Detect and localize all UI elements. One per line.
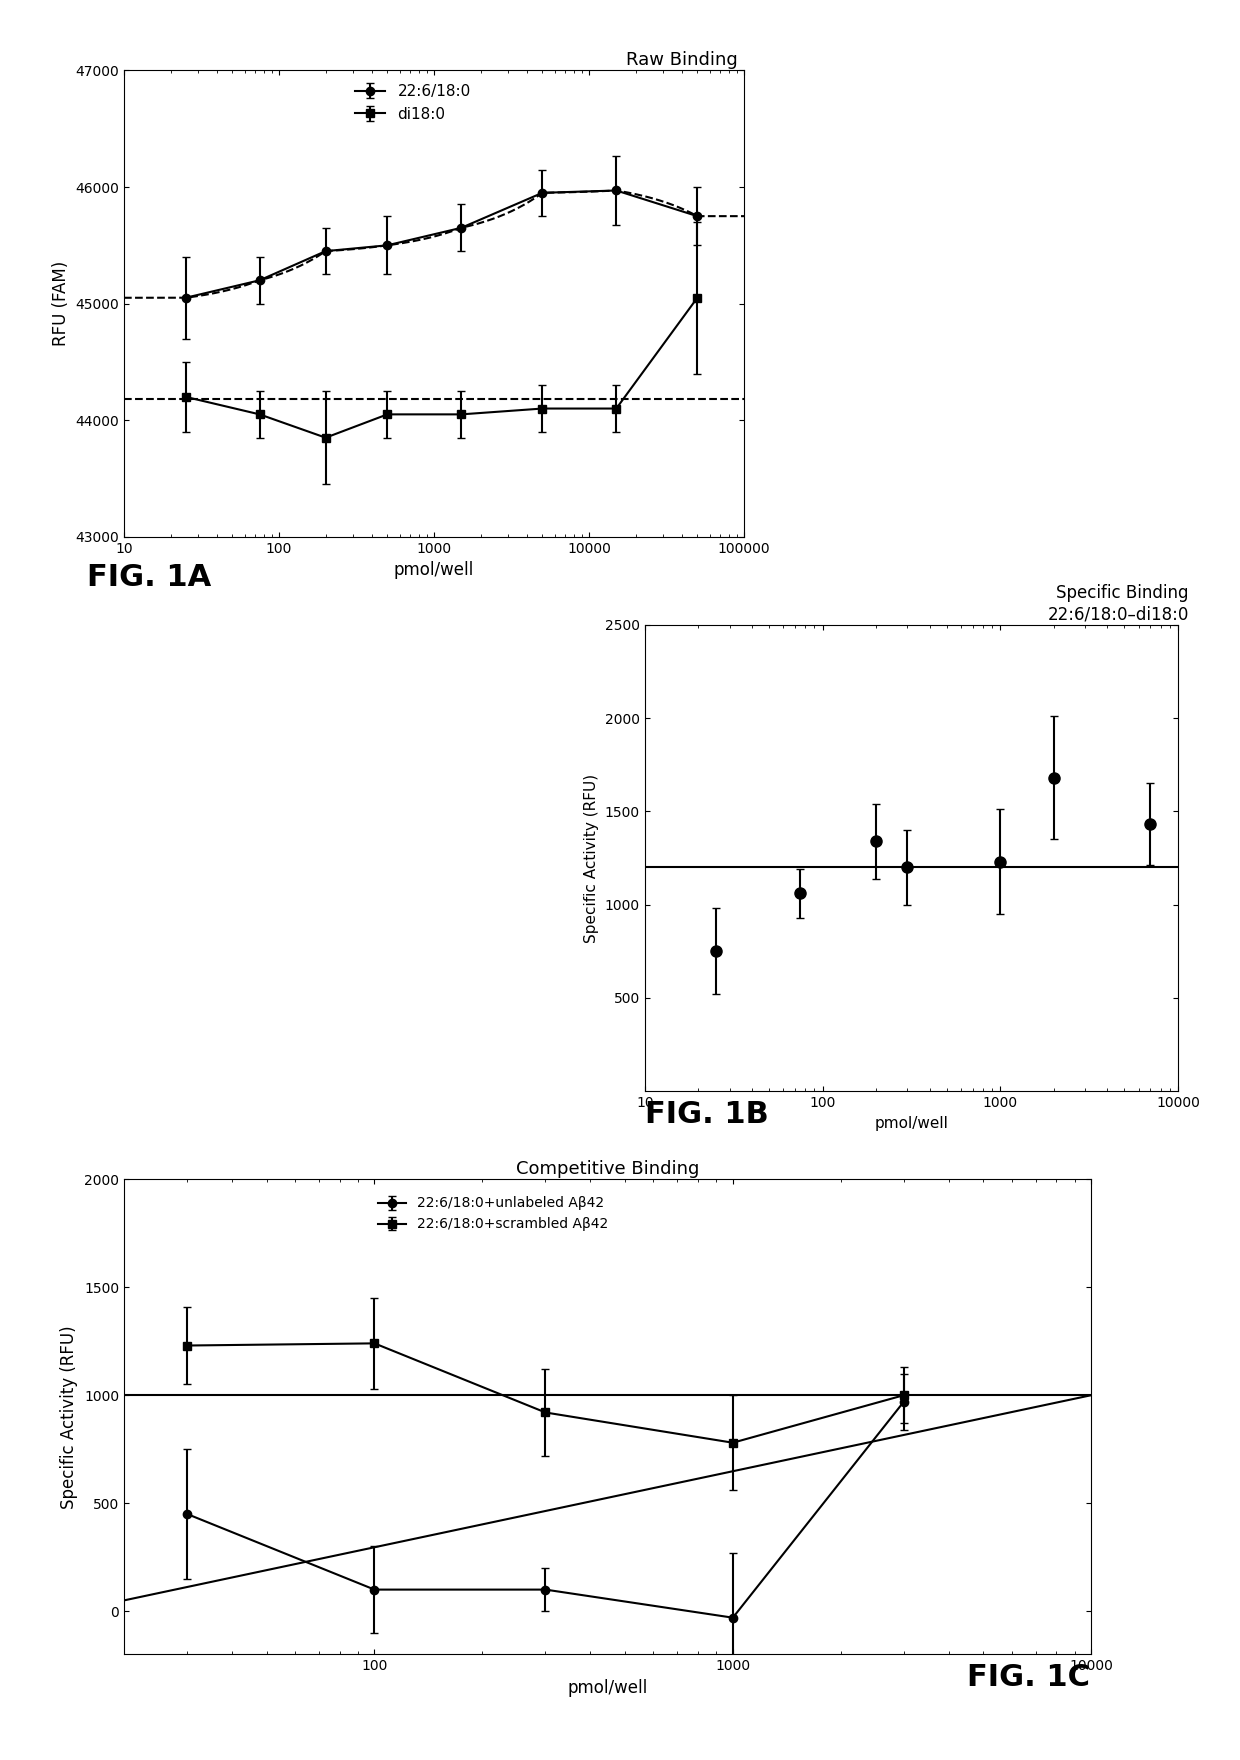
Legend: 22:6/18:0, di18:0: 22:6/18:0, di18:0 — [348, 77, 477, 128]
Title: Competitive Binding: Competitive Binding — [516, 1160, 699, 1177]
X-axis label: pmol/well: pmol/well — [568, 1679, 647, 1697]
Y-axis label: RFU (FAM): RFU (FAM) — [52, 260, 69, 347]
X-axis label: pmol/well: pmol/well — [874, 1116, 949, 1130]
Y-axis label: Specific Activity (RFU): Specific Activity (RFU) — [584, 773, 599, 943]
Text: Raw Binding: Raw Binding — [626, 51, 738, 69]
X-axis label: pmol/well: pmol/well — [394, 561, 474, 579]
Text: FIG. 1A: FIG. 1A — [87, 563, 211, 591]
Legend: 22:6/18:0+unlabeled Aβ42, 22:6/18:0+scrambled Aβ42: 22:6/18:0+unlabeled Aβ42, 22:6/18:0+scra… — [373, 1192, 614, 1237]
Text: FIG. 1B: FIG. 1B — [645, 1100, 769, 1128]
Text: Specific Binding
22:6/18:0–di18:0: Specific Binding 22:6/18:0–di18:0 — [1048, 584, 1189, 623]
Text: FIG. 1C: FIG. 1C — [967, 1663, 1090, 1691]
Y-axis label: Specific Activity (RFU): Specific Activity (RFU) — [61, 1325, 78, 1508]
